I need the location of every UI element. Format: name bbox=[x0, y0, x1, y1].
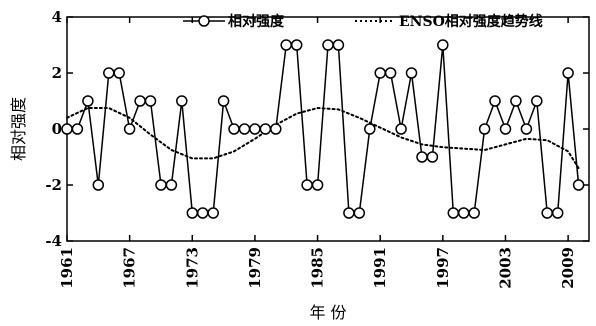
data-point bbox=[468, 207, 480, 219]
x-tick-label: 1973 bbox=[183, 247, 201, 289]
data-point bbox=[280, 39, 292, 51]
data-point bbox=[562, 67, 574, 79]
data-point bbox=[531, 95, 543, 107]
data-point bbox=[249, 123, 261, 135]
data-point bbox=[510, 95, 522, 107]
data-point bbox=[207, 207, 219, 219]
data-point bbox=[259, 123, 272, 135]
data-point bbox=[489, 95, 501, 107]
data-point bbox=[144, 95, 157, 107]
legend-marker-circle bbox=[198, 15, 210, 27]
data-point bbox=[520, 123, 533, 135]
data-point bbox=[228, 123, 240, 135]
data-point bbox=[364, 123, 376, 135]
data-point bbox=[311, 179, 324, 191]
data-point bbox=[405, 67, 418, 79]
x-tick-labels: 1961 1967 1973 1979 1985 1991 1997 2003 2009 bbox=[58, 247, 577, 289]
data-point bbox=[176, 95, 188, 107]
series-trend-line bbox=[66, 106, 580, 170]
data-point bbox=[301, 179, 313, 191]
x-tick-label: 2009 bbox=[559, 247, 577, 289]
y-axis-title: 相对强度 bbox=[9, 97, 28, 161]
data-point bbox=[374, 67, 386, 79]
data-point bbox=[165, 179, 178, 191]
data-point bbox=[416, 151, 428, 163]
data-point bbox=[447, 207, 460, 219]
data-point bbox=[103, 67, 115, 79]
data-point bbox=[155, 179, 167, 191]
data-point bbox=[322, 39, 334, 51]
legend-label-series-1: 相对强度 bbox=[228, 13, 285, 30]
data-point bbox=[134, 95, 146, 107]
data-point bbox=[353, 207, 366, 219]
x-tick-label: 1985 bbox=[309, 247, 327, 289]
x-axis-title: 年 份 bbox=[309, 303, 346, 322]
x-tick-label: 1979 bbox=[246, 247, 264, 289]
y-tick-label: -4 bbox=[45, 232, 62, 250]
y-tick-label: 4 bbox=[52, 8, 62, 26]
data-point bbox=[343, 207, 355, 219]
x-tick-label: 2003 bbox=[496, 247, 514, 289]
data-point bbox=[572, 179, 585, 191]
data-point bbox=[290, 39, 303, 51]
data-point bbox=[196, 207, 209, 219]
data-point bbox=[426, 151, 439, 163]
data-point bbox=[551, 207, 564, 219]
data-point bbox=[123, 123, 136, 135]
data-point bbox=[395, 123, 407, 135]
x-tick-label: 1991 bbox=[371, 247, 389, 289]
y-tick-labels: 4 2 0 -2 -4 bbox=[45, 8, 62, 250]
data-point bbox=[437, 39, 449, 51]
x-tick-label: 1967 bbox=[121, 247, 139, 289]
x-tick-label: 1997 bbox=[434, 247, 452, 289]
data-point bbox=[270, 123, 282, 135]
data-point bbox=[499, 123, 512, 135]
data-point bbox=[332, 39, 345, 51]
data-point bbox=[541, 207, 553, 219]
data-point bbox=[92, 179, 105, 191]
data-point bbox=[478, 123, 491, 135]
series-layer bbox=[61, 39, 585, 219]
data-point bbox=[82, 95, 94, 107]
y-tick-label: 2 bbox=[52, 64, 62, 82]
data-point bbox=[113, 67, 125, 79]
data-point bbox=[217, 95, 230, 107]
data-point bbox=[238, 123, 251, 135]
data-point bbox=[71, 123, 84, 135]
data-point bbox=[384, 67, 397, 79]
legend-label-series-2: ENSO相对强度趋势线 bbox=[399, 13, 543, 30]
legend: 相对强度 ENSO相对强度趋势线 bbox=[183, 13, 543, 30]
data-point bbox=[457, 207, 470, 219]
data-point bbox=[186, 207, 199, 219]
y-tick-label: 0 bbox=[52, 120, 62, 138]
y-tick-label: -2 bbox=[45, 176, 62, 194]
x-tick-label: 1961 bbox=[58, 247, 76, 289]
data-point bbox=[61, 123, 73, 135]
